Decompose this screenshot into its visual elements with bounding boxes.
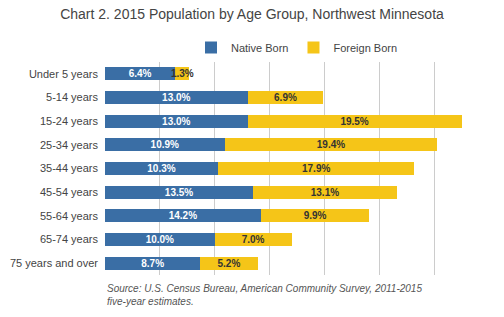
svg-text:10.9%: 10.9% [151,139,179,150]
svg-text:Under 5 years: Under 5 years [29,68,99,80]
svg-text:9.9%: 9.9% [304,210,327,221]
svg-text:5.2%: 5.2% [218,258,241,269]
svg-text:8.7%: 8.7% [141,258,164,269]
svg-text:55-64 years: 55-64 years [40,210,99,222]
svg-text:6.9%: 6.9% [274,92,297,103]
svg-text:19.4%: 19.4% [317,139,345,150]
svg-text:Native Born: Native Born [231,42,288,54]
svg-text:17.9%: 17.9% [302,163,330,174]
svg-text:35-44 years: 35-44 years [40,162,99,174]
svg-text:13.0%: 13.0% [162,92,190,103]
svg-text:75 years and over: 75 years and over [10,257,98,269]
svg-text:Chart 2. 2015 Population by Ag: Chart 2. 2015 Population by Age Group, N… [60,6,444,22]
svg-text:15-24 years: 15-24 years [40,115,99,127]
svg-text:10.0%: 10.0% [146,234,174,245]
svg-text:Source: U.S. Census Bureau, Am: Source: U.S. Census Bureau, American Com… [107,283,422,307]
svg-text:45-54 years: 45-54 years [40,186,99,198]
svg-text:5-14 years: 5-14 years [46,91,98,103]
svg-text:14.2%: 14.2% [169,210,197,221]
svg-text:65-74 years: 65-74 years [40,233,99,245]
svg-text:Foreign Born: Foreign Born [333,42,397,54]
svg-text:25-34 years: 25-34 years [40,139,99,151]
svg-text:13.5%: 13.5% [165,187,193,198]
svg-text:6.4%: 6.4% [129,68,152,79]
svg-text:19.5%: 19.5% [340,116,368,127]
svg-text:13.1%: 13.1% [311,187,339,198]
svg-text:13.0%: 13.0% [162,116,190,127]
svg-text:10.3%: 10.3% [147,163,175,174]
svg-text:1.3%: 1.3% [171,68,194,79]
svg-text:7.0%: 7.0% [242,234,265,245]
